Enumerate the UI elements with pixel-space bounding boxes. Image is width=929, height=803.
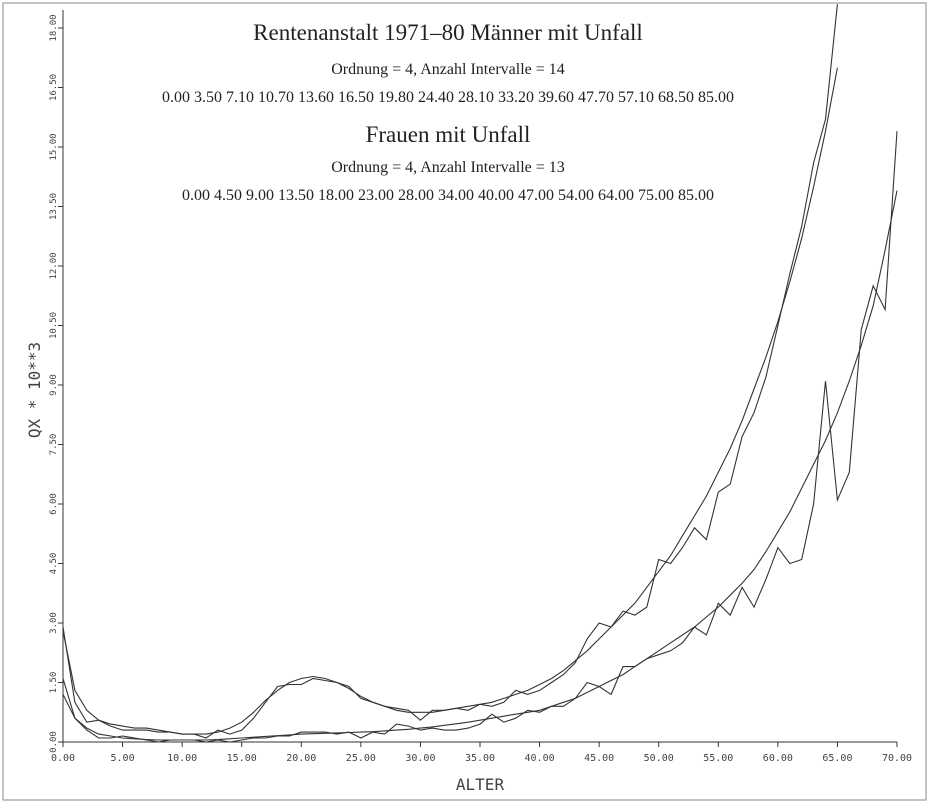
x-tick-label: 25.00	[346, 753, 376, 764]
y-tick-label: 9.00	[49, 374, 59, 396]
y-tick-label: 6.00	[49, 493, 59, 515]
x-tick-label: 45.00	[584, 753, 614, 764]
chart-title: Rentenanstalt 1971–80 Männer mit Unfall	[253, 20, 643, 45]
x-tick-label: 40.00	[525, 753, 555, 764]
chart-title: Frauen mit Unfall	[366, 122, 531, 147]
y-tick-label: 18.00	[49, 14, 59, 41]
y-tick-label: 10.50	[49, 312, 59, 339]
y-tick-label: 1.50	[49, 672, 59, 694]
x-tick-label: 20.00	[286, 753, 316, 764]
data-line	[62, 4, 838, 739]
chart-subtitle: Ordnung = 4, Anzahl Intervalle = 13	[331, 159, 565, 176]
x-tick-label: 35.00	[465, 753, 495, 764]
knots: 0.00 3.50 7.10 10.70 13.60 16.50 19.80 2…	[162, 89, 734, 106]
x-tick-label: 15.00	[227, 753, 257, 764]
y-tick-label: 7.50	[49, 434, 59, 456]
x-tick-label: 0.00	[51, 753, 75, 764]
y-tick-label: 3.00	[49, 612, 59, 634]
data-line	[62, 67, 838, 735]
x-tick-label: 70.00	[882, 753, 912, 764]
y-axis-label: QX * 10**3	[25, 342, 44, 438]
knots: 0.00 4.50 9.00 13.50 18.00 23.00 28.00 3…	[182, 187, 714, 204]
x-axis-label: ALTER	[456, 775, 505, 794]
y-tick-label: 4.50	[49, 553, 59, 575]
x-tick-label: 65.00	[822, 753, 852, 764]
y-tick-label: 13.50	[49, 193, 59, 220]
x-tick-label: 50.00	[644, 753, 674, 764]
x-tick-label: 5.00	[111, 753, 135, 764]
y-tick-label: 15.00	[49, 133, 59, 160]
x-tick-label: 55.00	[703, 753, 733, 764]
x-tick-label: 30.00	[405, 753, 435, 764]
y-tick-label: 16.50	[49, 74, 59, 101]
y-tick-label: 0.00	[49, 731, 59, 753]
y-tick-label: 12.00	[49, 252, 59, 279]
data-line	[62, 131, 898, 743]
data-line	[62, 190, 898, 741]
x-tick-label: 10.00	[167, 753, 197, 764]
chart-subtitle: Ordnung = 4, Anzahl Intervalle = 14	[331, 61, 565, 78]
x-tick-label: 60.00	[763, 753, 793, 764]
